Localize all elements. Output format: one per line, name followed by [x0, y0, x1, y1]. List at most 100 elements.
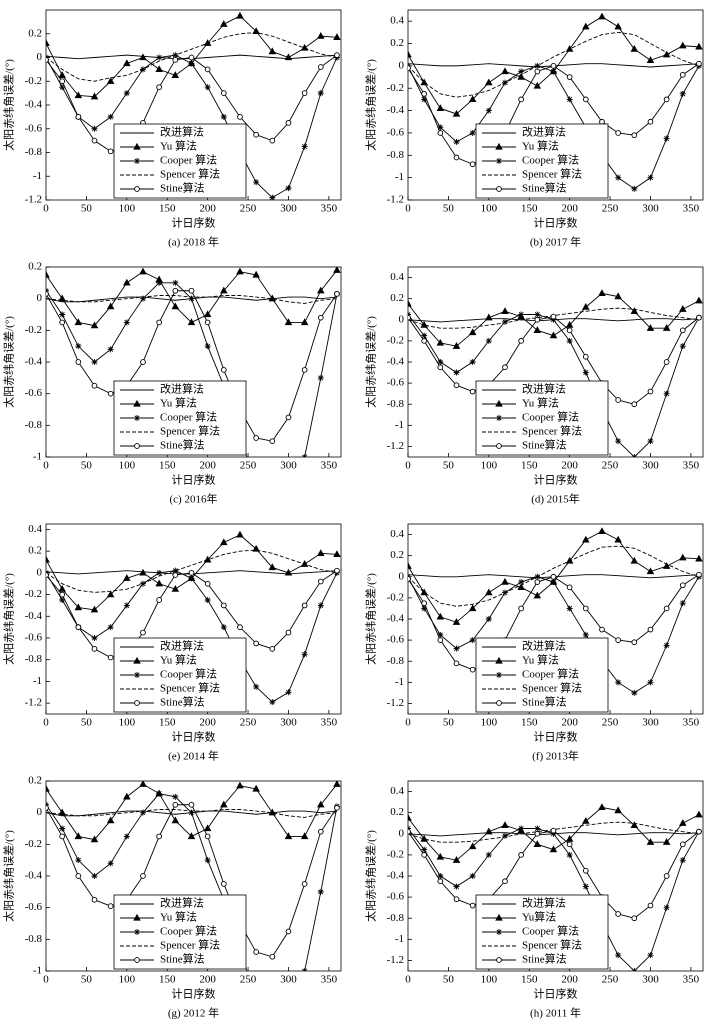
marker-circle — [408, 65, 411, 71]
marker-triangle — [220, 286, 228, 294]
marker-circle — [566, 327, 573, 334]
marker-triangle — [533, 326, 542, 333]
marker-star — [134, 415, 140, 421]
marker-circle — [647, 388, 654, 395]
marker-circle — [75, 114, 82, 120]
marker-circle — [107, 903, 114, 909]
marker-triangle — [90, 321, 99, 329]
x-tick-label: 50 — [443, 717, 455, 729]
marker-triangle — [236, 530, 244, 538]
marker-circle — [134, 957, 140, 963]
x-tick-label: 350 — [683, 460, 700, 472]
marker-star — [91, 873, 98, 879]
marker-triangle — [662, 838, 671, 845]
x-tick-label: 0 — [43, 460, 49, 472]
marker-circle — [46, 805, 49, 811]
marker-star — [663, 904, 670, 911]
marker-star — [615, 438, 622, 445]
x-tick-label: 150 — [521, 717, 538, 729]
marker-star — [679, 90, 686, 97]
y-tick-label: 0.4 — [390, 528, 404, 540]
marker-triangle — [630, 44, 639, 52]
caption: (b) 2017 年 — [530, 235, 581, 249]
marker-triangle — [133, 142, 141, 150]
plot-lines — [46, 11, 341, 200]
marker-triangle — [123, 792, 131, 800]
marker-circle — [663, 605, 670, 612]
marker-star — [123, 319, 130, 326]
y-tick-label: -0.8 — [387, 149, 405, 161]
legend-label: 改进算法 — [160, 896, 204, 910]
x-tick-label: 100 — [481, 717, 498, 729]
series-line — [46, 549, 338, 593]
x-tick-label: 100 — [481, 203, 498, 215]
legend-label: Cooper 算法 — [522, 924, 579, 938]
x-tick-label: 350 — [321, 460, 338, 472]
x-axis-label: 计日序数 — [534, 730, 578, 744]
marker-circle — [301, 881, 308, 887]
marker-star — [566, 96, 573, 103]
x-axis-label: 计日序数 — [534, 216, 578, 230]
marker-star — [582, 631, 589, 638]
marker-circle — [566, 584, 573, 591]
marker-triangle — [58, 71, 66, 78]
legend-label: Stine算法 — [160, 438, 205, 452]
marker-circle — [663, 359, 670, 365]
marker-triangle — [485, 588, 493, 596]
plot-lines — [46, 530, 341, 706]
y-tick-label: -0.6 — [25, 122, 43, 134]
y-tick-label: -1 — [33, 675, 42, 687]
marker-star — [679, 857, 686, 864]
marker-triangle — [436, 612, 445, 620]
marker-star — [469, 873, 476, 879]
y-tick-label: 0 — [37, 566, 43, 578]
marker-star — [518, 825, 525, 832]
marker-circle — [188, 570, 195, 576]
caption: (f) 2013年 — [532, 749, 579, 763]
legend-label: Yu 算法 — [522, 653, 559, 667]
marker-star — [501, 832, 508, 839]
marker-circle — [317, 64, 324, 70]
marker-star — [172, 279, 179, 286]
panel: 0 50 100 150 200 250 300 350 -1 -0.8 -0.6 -0.4 -0.2 0… — [2, 261, 342, 506]
marker-triangle — [171, 816, 180, 824]
y-tick-label: -0.4 — [387, 613, 405, 625]
legend-label: Stine算法 — [522, 438, 567, 452]
marker-circle — [408, 828, 411, 835]
marker-star — [582, 369, 589, 376]
marker-circle — [301, 90, 308, 96]
marker-triangle — [317, 31, 325, 39]
marker-triangle — [220, 800, 228, 808]
marker-star — [421, 846, 428, 853]
x-tick-label: 350 — [321, 974, 338, 986]
marker-star — [134, 672, 140, 678]
legend-label: Yu算法 — [522, 910, 556, 924]
marker-triangle — [123, 59, 131, 67]
legend-label: 改进算法 — [522, 896, 566, 910]
x-tick-label: 300 — [280, 460, 297, 472]
marker-star — [566, 337, 573, 344]
x-axis-label: 计日序数 — [172, 473, 216, 487]
x-tick-label: 200 — [199, 460, 216, 472]
legend-label: Spencer 算法 — [522, 938, 582, 952]
marker-circle — [285, 928, 292, 935]
marker-star — [123, 833, 130, 840]
marker-star — [123, 602, 130, 609]
marker-circle — [107, 654, 114, 661]
marker-star — [91, 635, 98, 641]
marker-triangle — [106, 590, 115, 598]
marker-triangle — [495, 142, 503, 150]
marker-star — [253, 179, 260, 186]
marker-star — [550, 830, 557, 837]
legend-label: Spencer 算法 — [522, 424, 582, 438]
marker-triangle — [106, 302, 115, 310]
marker-circle — [647, 118, 654, 125]
marker-circle — [615, 397, 621, 403]
legend-label: Spencer 算法 — [160, 938, 220, 952]
marker-triangle — [317, 549, 325, 556]
marker-star — [156, 279, 163, 286]
plot-lines — [408, 289, 703, 457]
marker-circle — [469, 902, 476, 909]
